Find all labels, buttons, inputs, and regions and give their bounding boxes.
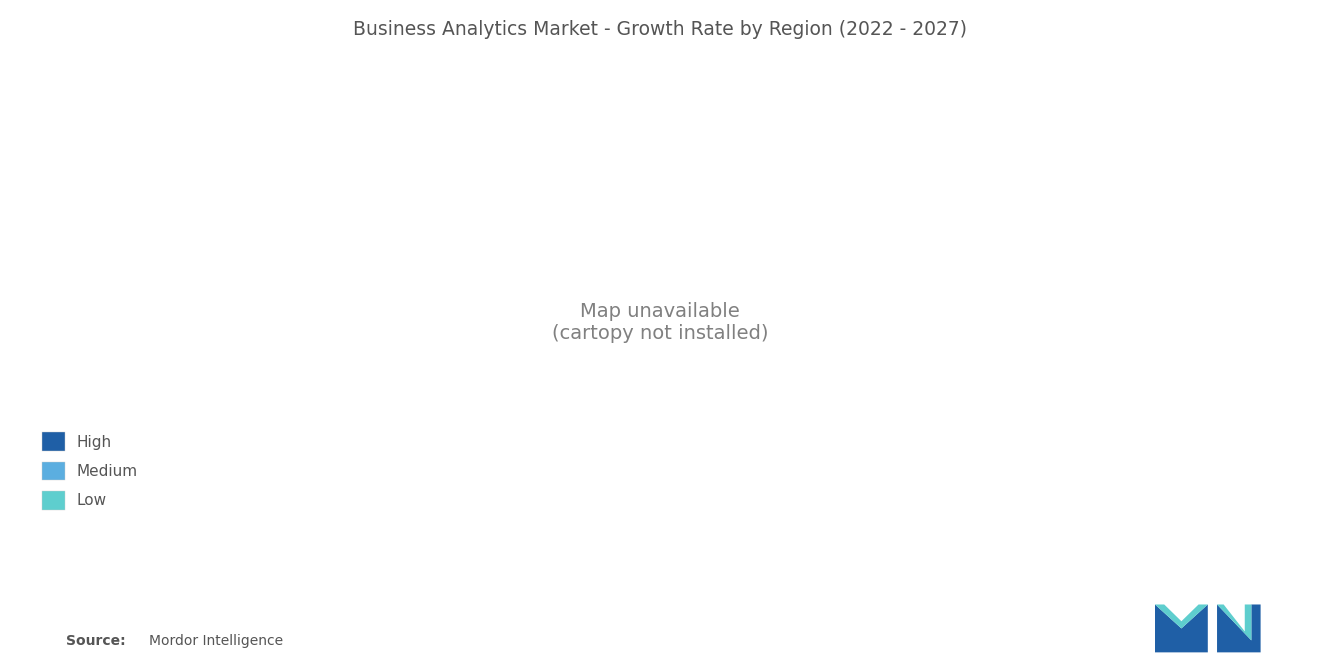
Text: Business Analytics Market - Growth Rate by Region (2022 - 2027): Business Analytics Market - Growth Rate … bbox=[352, 20, 968, 39]
Text: Source:: Source: bbox=[66, 634, 125, 648]
Legend: High, Medium, Low: High, Medium, Low bbox=[34, 425, 145, 517]
Text: Map unavailable
(cartopy not installed): Map unavailable (cartopy not installed) bbox=[552, 302, 768, 343]
Text: Mordor Intelligence: Mordor Intelligence bbox=[149, 634, 284, 648]
